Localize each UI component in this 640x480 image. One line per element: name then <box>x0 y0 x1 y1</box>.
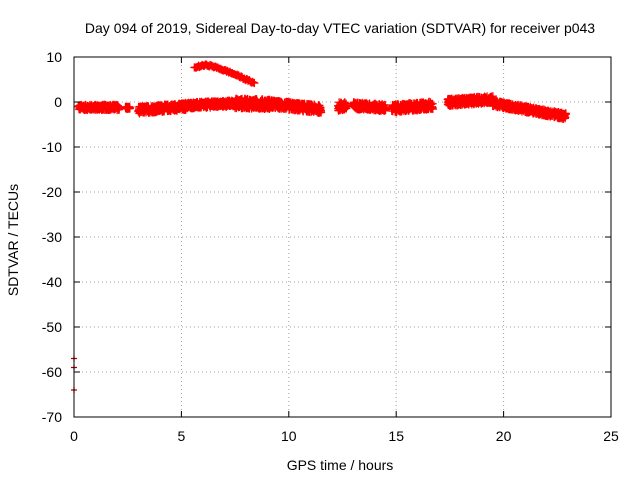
y-tick-label: -20 <box>42 184 62 200</box>
x-axis-label: GPS time / hours <box>287 457 394 473</box>
chart-title: Day 094 of 2019, Sidereal Day-to-day VTE… <box>85 20 595 36</box>
x-tick-label: 5 <box>178 428 186 444</box>
y-tick-label: 10 <box>46 49 62 65</box>
y-tick-label: -60 <box>42 364 62 380</box>
data-point <box>428 105 437 114</box>
data-point <box>342 102 351 111</box>
y-tick-label: -40 <box>42 274 62 290</box>
y-tick-label: -50 <box>42 319 62 335</box>
data-point <box>250 79 259 88</box>
x-tick-label: 0 <box>70 428 78 444</box>
data-points <box>71 60 570 393</box>
y-tick-label: -10 <box>42 139 62 155</box>
x-tick-label: 15 <box>388 428 404 444</box>
x-tick-label: 10 <box>281 428 297 444</box>
data-point <box>125 103 134 112</box>
y-tick-label: -70 <box>42 409 62 425</box>
data-point <box>249 78 258 87</box>
data-point <box>428 104 437 113</box>
axis-ticks: 0 5 10 15 20 25 -70 -60 -50 -40 -30 -20 -10 0 10 <box>42 49 619 444</box>
y-tick-label: 0 <box>54 94 62 110</box>
data-point <box>317 108 326 117</box>
x-tick-label: 20 <box>496 428 512 444</box>
y-axis-label: SDTVAR / TECUs <box>5 184 21 296</box>
y-tick-label: -30 <box>42 229 62 245</box>
data-point <box>561 109 570 118</box>
x-tick-label: 25 <box>603 428 619 444</box>
